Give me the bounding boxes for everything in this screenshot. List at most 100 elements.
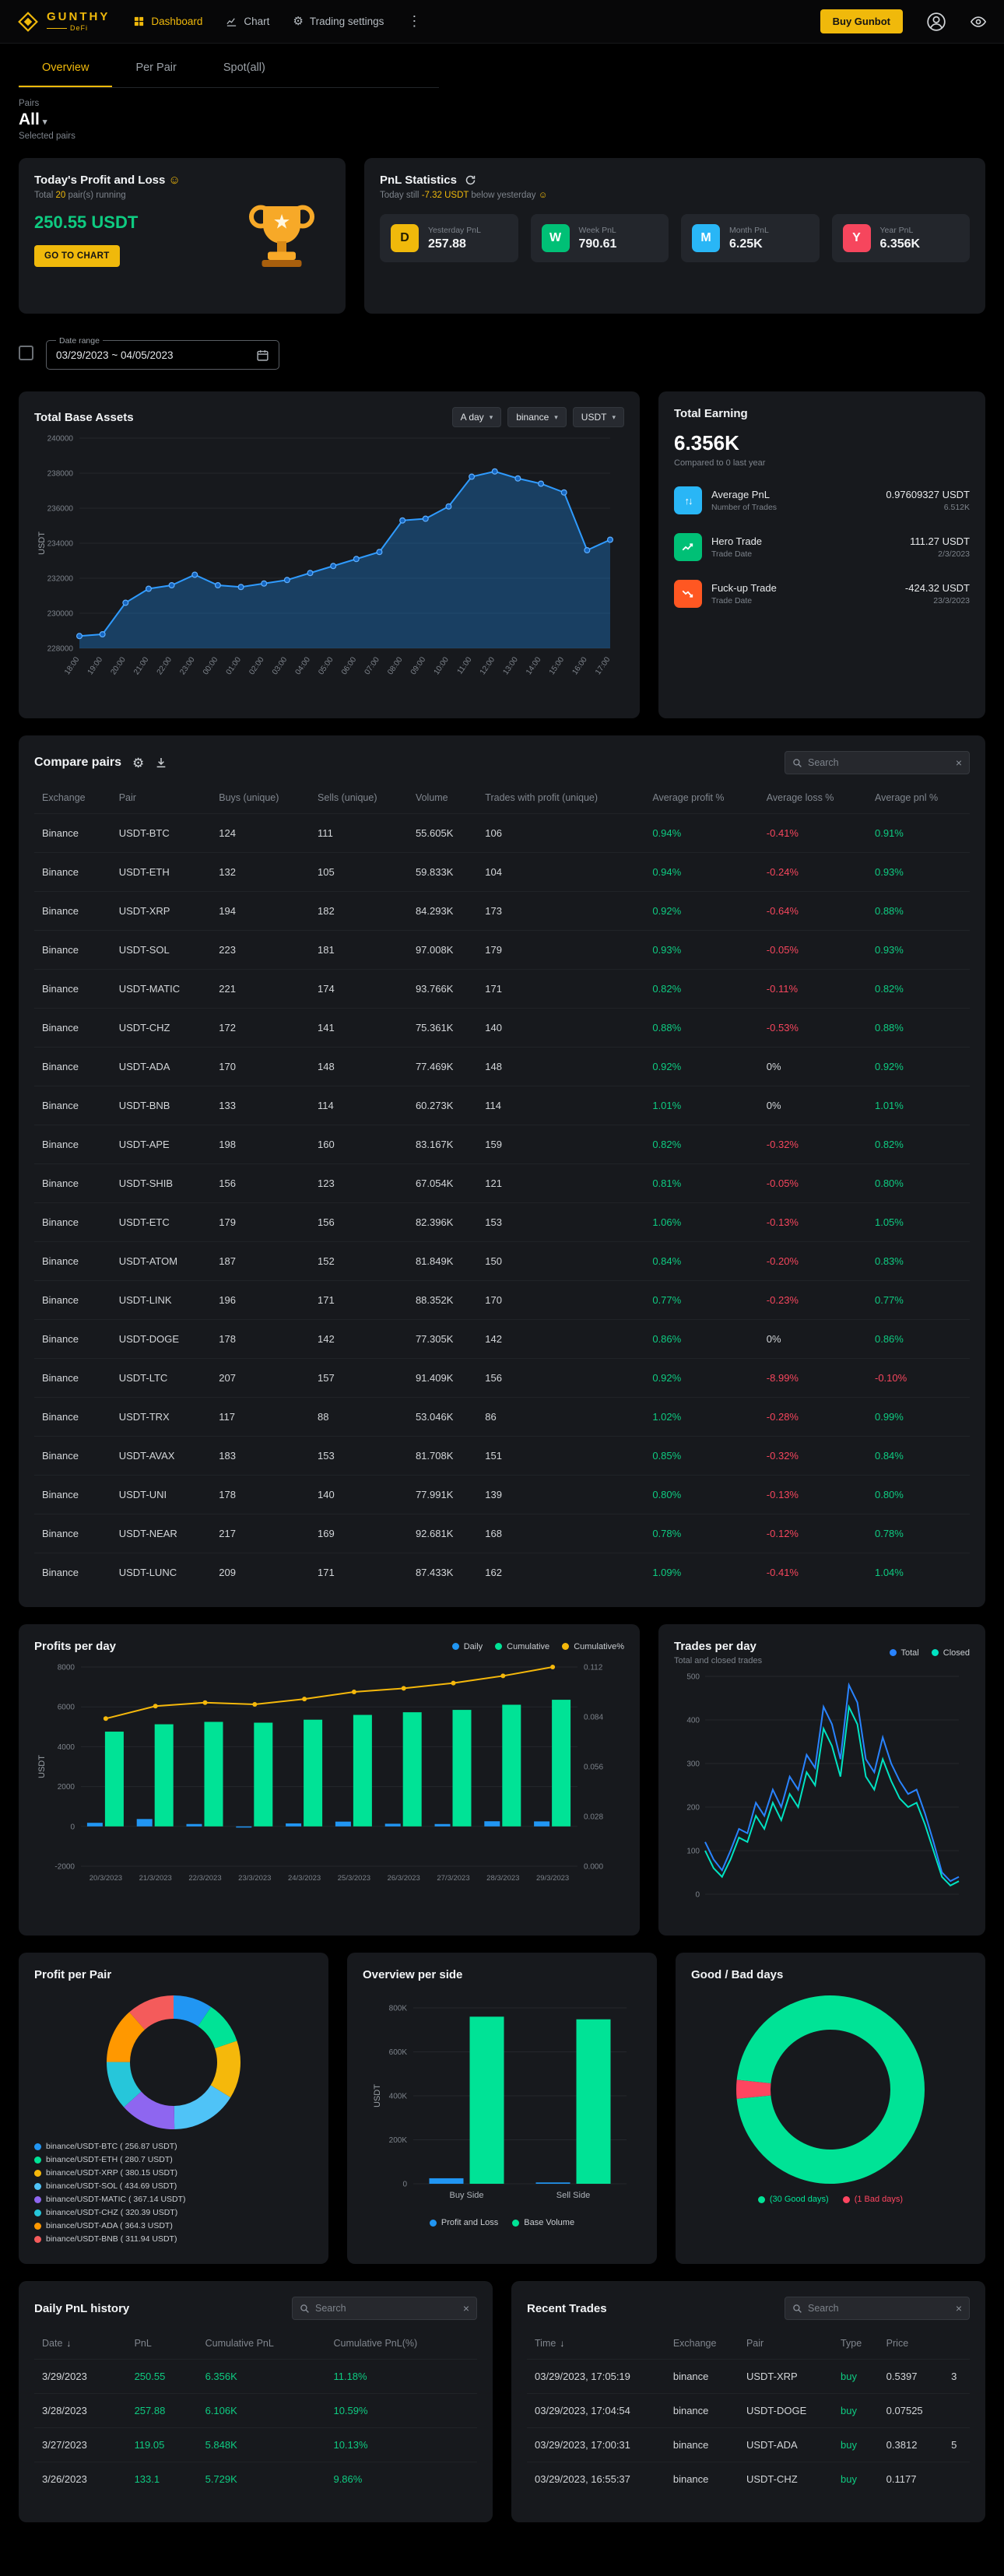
legend-item[interactable]: binance/USDT-CHZ ( 320.39 USDT): [34, 2208, 313, 2217]
table-row[interactable]: 3/26/2023 133.1 5.729K 9.86%: [34, 2462, 477, 2496]
table-row[interactable]: 3/29/2023 250.55 6.356K 11.18%: [34, 2359, 477, 2394]
download-icon[interactable]: [155, 756, 167, 769]
go-to-chart-button[interactable]: GO TO CHART: [34, 245, 120, 267]
column-header[interactable]: Type: [841, 2338, 862, 2349]
settings-gear-icon[interactable]: ⚙: [132, 755, 145, 770]
overflow-menu-icon[interactable]: ⋮: [407, 13, 422, 29]
column-header[interactable]: Buys (unique): [219, 792, 279, 803]
table-row[interactable]: 03/29/2023, 16:55:37 binance USDT-CHZ buy 0.…: [527, 2462, 970, 2496]
legend-item[interactable]: Closed: [931, 1648, 970, 1658]
legend-item[interactable]: binance/USDT-BTC ( 256.87 USDT): [34, 2142, 313, 2151]
profits-per-day-chart[interactable]: -2000 0 2000 4000 6000 8000 0.000 0.028 0.056 0.0…: [34, 1653, 624, 1898]
table-row[interactable]: Binance USDT-LUNC 209 171 87.433K 162 1.09% -0.…: [34, 1553, 970, 1592]
tab-per-pair[interactable]: Per Pair: [135, 61, 177, 74]
column-header[interactable]: [943, 2328, 970, 2360]
profit-per-pair-donut[interactable]: [34, 1992, 313, 2132]
legend-item[interactable]: Daily: [451, 1642, 483, 1651]
nav-dashboard[interactable]: Dashboard: [133, 16, 202, 27]
search-input[interactable]: [808, 2303, 950, 2314]
visibility-toggle[interactable]: [970, 13, 987, 30]
table-row[interactable]: Binance USDT-XRP 194 182 84.293K 173 0.92% -0.6…: [34, 891, 970, 931]
table-row[interactable]: 3/27/2023 119.05 5.848K 10.13%: [34, 2427, 477, 2462]
date-range-picker[interactable]: Date range 03/29/2023 ~ 04/05/2023: [46, 335, 279, 370]
legend-item[interactable]: Cumulative: [495, 1642, 549, 1651]
table-row[interactable]: Binance USDT-AVAX 183 153 81.708K 151 0.85% -0.…: [34, 1436, 970, 1476]
table-row[interactable]: Binance USDT-ATOM 187 152 81.849K 150 0.84% -0.…: [34, 1241, 970, 1281]
table-row[interactable]: Binance USDT-UNI 178 140 77.991K 139 0.80% -0.1…: [34, 1475, 970, 1514]
overview-per-side-chart[interactable]: 0 200K 400K 600K 800K USDT Buy Side Sell Side: [363, 1992, 641, 2210]
search-input[interactable]: [808, 757, 950, 768]
column-header[interactable]: PnL: [134, 2338, 152, 2349]
table-row[interactable]: Binance USDT-ADA 170 148 77.469K 148 0.92% 0% 0.…: [34, 1047, 970, 1086]
tab-overview[interactable]: Overview: [19, 50, 113, 87]
table-row[interactable]: Binance USDT-SHIB 156 123 67.054K 121 0.81% -0.…: [34, 1163, 970, 1203]
legend-item[interactable]: binance/USDT-BNB ( 311.94 USDT): [34, 2234, 313, 2244]
exchange-select[interactable]: binance ▾: [507, 407, 567, 427]
legend-item[interactable]: binance/USDT-SOL ( 434.69 USDT): [34, 2181, 313, 2191]
table-row[interactable]: Binance USDT-BNB 133 114 60.273K 114 1.01% 0% 1.…: [34, 1086, 970, 1125]
table-row[interactable]: Binance USDT-CHZ 172 141 75.361K 140 0.88% -0.5…: [34, 1008, 970, 1048]
table-row[interactable]: Binance USDT-APE 198 160 83.167K 159 0.82% -0.3…: [34, 1125, 970, 1164]
table-row[interactable]: 03/29/2023, 17:00:31 binance USDT-ADA buy 0.…: [527, 2427, 970, 2462]
table-row[interactable]: Binance USDT-BTC 124 111 55.605K 106 0.94% -0.4…: [34, 813, 970, 853]
column-header[interactable]: Exchange: [672, 2338, 717, 2349]
nav-chart[interactable]: Chart: [226, 16, 269, 27]
column-header[interactable]: Cumulative PnL: [205, 2338, 274, 2349]
table-row[interactable]: Binance USDT-ETH 132 105 59.833K 104 0.94% -0.2…: [34, 852, 970, 892]
total-base-assets-chart[interactable]: 228000 230000 232000 234000 236000 238000 2400…: [34, 427, 624, 696]
tab-spot-all[interactable]: Spot(all): [223, 61, 265, 74]
brand-logo[interactable]: GUNTHY DeFi: [17, 11, 110, 33]
svg-text:00:00: 00:00: [202, 655, 220, 676]
good-bad-days-donut[interactable]: [691, 1992, 970, 2187]
user-avatar[interactable]: [926, 12, 946, 32]
column-header[interactable]: Average pnl %: [874, 792, 939, 803]
search-input[interactable]: [315, 2303, 458, 2314]
table-row[interactable]: Binance USDT-LINK 196 171 88.352K 170 0.77% -0.…: [34, 1280, 970, 1320]
pairs-select[interactable]: All ▾: [19, 111, 47, 128]
table-row[interactable]: Binance USDT-DOGE 178 142 77.305K 142 0.86% 0% 0…: [34, 1319, 970, 1359]
column-header[interactable]: Pair: [746, 2338, 764, 2349]
table-row[interactable]: Binance USDT-NEAR 217 169 92.681K 168 0.78% -0.…: [34, 1514, 970, 1553]
legend-item[interactable]: Total: [889, 1648, 919, 1658]
clear-search-icon[interactable]: ×: [955, 756, 962, 769]
column-header[interactable]: Volume: [415, 792, 448, 803]
refresh-button[interactable]: [465, 174, 476, 186]
column-header[interactable]: Average loss %: [766, 792, 834, 803]
currency-select[interactable]: USDT ▾: [572, 407, 624, 427]
buy-gunbot-button[interactable]: Buy Gunbot: [820, 9, 903, 33]
table-row[interactable]: 3/28/2023 257.88 6.106K 10.59%: [34, 2393, 477, 2428]
column-header[interactable]: Exchange: [42, 792, 86, 803]
table-row[interactable]: Binance USDT-SOL 223 181 97.008K 179 0.93% -0.0…: [34, 930, 970, 970]
column-header[interactable]: Pair: [118, 792, 136, 803]
column-header[interactable]: Time ↓: [535, 2338, 565, 2349]
clear-search-icon[interactable]: ×: [955, 2302, 962, 2315]
legend-dot-icon: [34, 2169, 41, 2177]
column-header[interactable]: Cumulative PnL(%): [333, 2338, 418, 2349]
column-header[interactable]: Average profit %: [652, 792, 725, 803]
legend-item[interactable]: (1 Bad days): [842, 2195, 903, 2204]
clear-search-icon[interactable]: ×: [462, 2302, 469, 2315]
legend-item[interactable]: binance/USDT-ADA ( 364.3 USDT): [34, 2221, 313, 2230]
column-header[interactable]: Price: [886, 2338, 909, 2349]
column-header[interactable]: Trades with profit (unique): [485, 792, 599, 803]
legend-item[interactable]: binance/USDT-MATIC ( 367.14 USDT): [34, 2195, 313, 2204]
legend-item[interactable]: Profit and Loss: [429, 2218, 498, 2227]
column-header[interactable]: Sells (unique): [318, 792, 377, 803]
timeframe-select[interactable]: A day ▾: [451, 407, 502, 427]
legend-item[interactable]: Cumulative%: [562, 1642, 624, 1651]
calendar-icon[interactable]: [256, 349, 269, 362]
nav-trading-settings[interactable]: ⚙ Trading settings: [293, 15, 384, 28]
trades-per-day-chart[interactable]: 0 100 200 300 400 500: [674, 1665, 970, 1911]
table-row[interactable]: 03/29/2023, 17:04:54 binance USDT-DOGE buy 0…: [527, 2393, 970, 2428]
table-row[interactable]: Binance USDT-ETC 179 156 82.396K 153 1.06% -0.1…: [34, 1202, 970, 1242]
legend-item[interactable]: binance/USDT-ETH ( 280.7 USDT): [34, 2155, 313, 2164]
table-row[interactable]: Binance USDT-LTC 207 157 91.409K 156 0.92% -8.9…: [34, 1358, 970, 1398]
legend-item[interactable]: (30 Good days): [757, 2195, 829, 2204]
date-range-checkbox[interactable]: [19, 345, 33, 360]
column-header[interactable]: Date ↓: [42, 2338, 72, 2349]
table-row[interactable]: Binance USDT-MATIC 221 174 93.766K 171 0.82% -0…: [34, 969, 970, 1009]
table-row[interactable]: 03/29/2023, 17:05:19 binance USDT-XRP buy 0.…: [527, 2359, 970, 2394]
legend-item[interactable]: binance/USDT-XRP ( 380.15 USDT): [34, 2168, 313, 2178]
legend-item[interactable]: Base Volume: [512, 2218, 574, 2227]
table-row[interactable]: Binance USDT-TRX 117 88 53.046K 86 1.02% -0.28%…: [34, 1397, 970, 1437]
